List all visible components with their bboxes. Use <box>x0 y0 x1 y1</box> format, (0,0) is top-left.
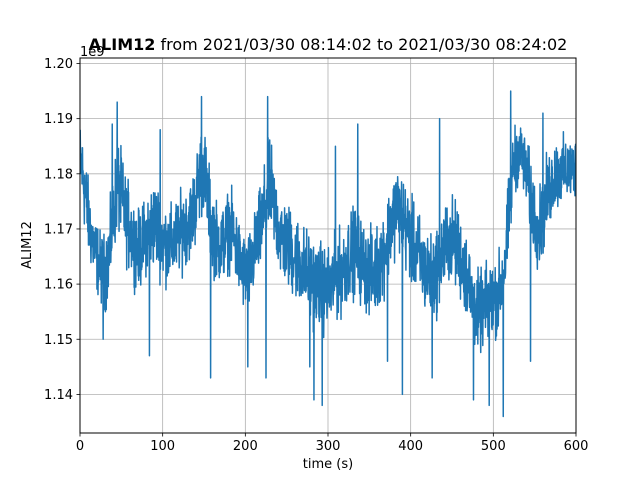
x-tick-label: 0 <box>76 439 84 454</box>
x-tick-label: 200 <box>233 439 258 454</box>
y-tick-label: 1.16 <box>44 278 73 293</box>
plot-area <box>80 90 576 418</box>
chart-title-signal: ALIM12 <box>89 35 156 54</box>
x-tick-label: 600 <box>564 439 589 454</box>
x-tick-label: 400 <box>398 439 423 454</box>
offset-text: 1e9 <box>80 45 105 60</box>
chart-title-range: from 2021/03/30 08:14:02 to 2021/03/30 0… <box>155 35 567 54</box>
y-tick-label: 1.20 <box>44 57 73 72</box>
x-axis: 0 100 200 300 400 500 600 <box>76 433 589 454</box>
y-tick-label: 1.15 <box>44 333 73 348</box>
x-tick-label: 500 <box>481 439 506 454</box>
x-tick-label: 300 <box>316 439 341 454</box>
y-tick-label: 1.17 <box>44 222 73 237</box>
x-axis-label: time (s) <box>303 457 353 472</box>
x-tick-label: 100 <box>150 439 175 454</box>
y-tick-label: 1.19 <box>44 112 73 127</box>
chart-title: ALIM12 from 2021/03/30 08:14:02 to 2021/… <box>89 35 568 54</box>
y-tick-label: 1.18 <box>44 167 73 182</box>
y-axis: 1.14 1.15 1.16 1.17 1.18 1.19 1.20 <box>44 57 80 403</box>
series-line <box>80 90 576 418</box>
y-axis-label: ALIM12 <box>20 221 35 269</box>
y-tick-label: 1.14 <box>44 388 73 403</box>
